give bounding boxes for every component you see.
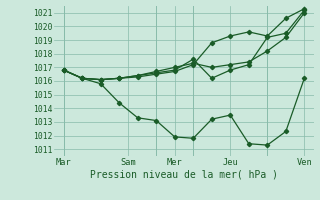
X-axis label: Pression niveau de la mer( hPa ): Pression niveau de la mer( hPa ) [90, 170, 278, 180]
